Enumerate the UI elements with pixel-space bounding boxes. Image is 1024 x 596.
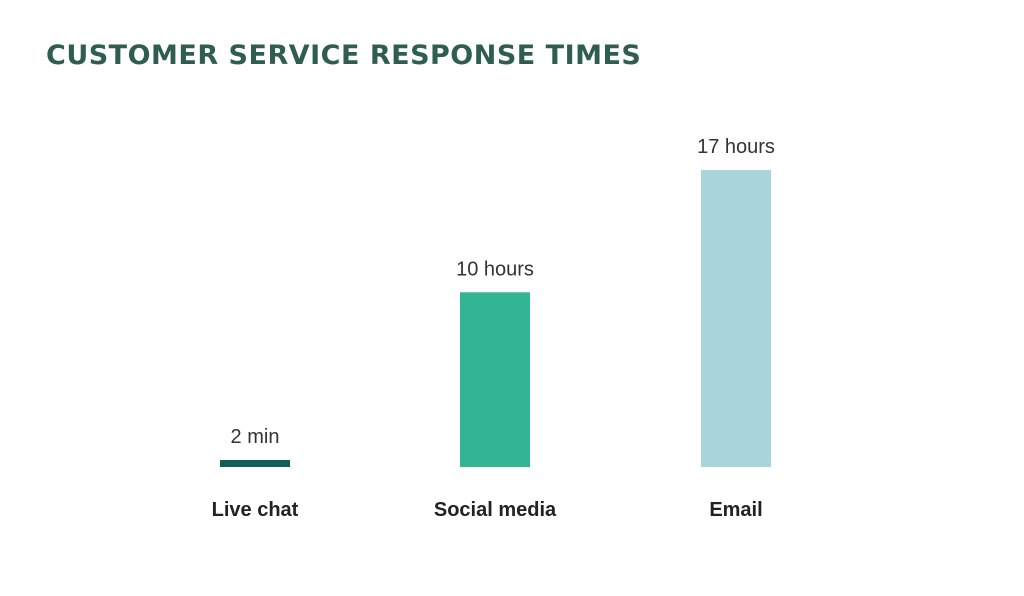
bar-live-chat [220,460,290,467]
value-label-email: 17 hours [697,136,775,158]
value-label-live-chat: 2 min [231,426,280,448]
category-label-social-media: Social media [434,499,557,521]
chart-title: CUSTOMER SERVICE RESPONSE TIMES [46,40,642,71]
value-label-social-media: 10 hours [456,258,534,280]
category-label-email: Email [709,499,762,521]
bar-social-media [460,292,530,467]
category-label-live-chat: Live chat [212,499,299,521]
bar-email [701,170,771,467]
